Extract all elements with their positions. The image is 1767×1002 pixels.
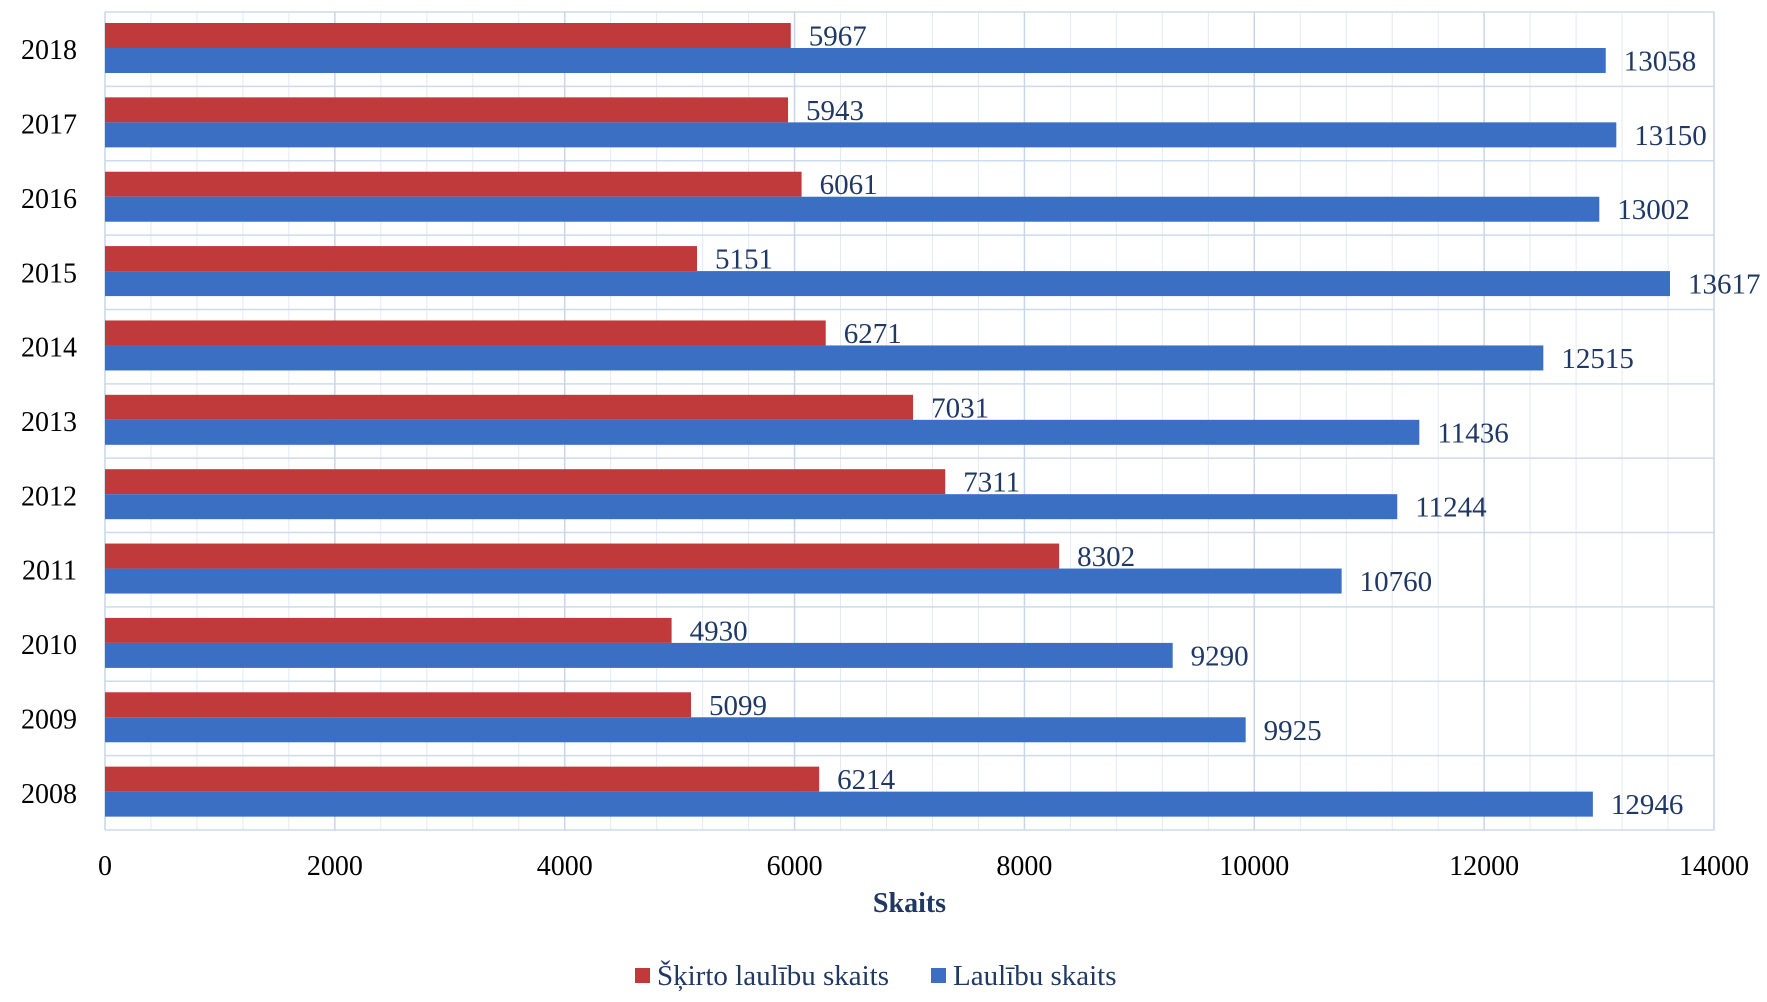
legend-swatch: [635, 968, 650, 983]
y-axis-labels: 2018 2017 2016 2015 2014 2013 2012 2011 2010 2009…: [21, 35, 77, 810]
bar: [105, 345, 1544, 371]
data-label: 8302: [1077, 541, 1135, 573]
bar: [105, 617, 672, 643]
bar: [105, 419, 1420, 445]
data-labels: 5967 13058 5943 13150 6061 13002 5151 13617 6271…: [690, 21, 1761, 822]
bar: [105, 246, 697, 272]
bar: [105, 394, 914, 420]
data-label: 7311: [963, 467, 1020, 499]
bar: [105, 568, 1342, 594]
data-label: 11436: [1437, 417, 1508, 449]
bars: [105, 23, 1670, 817]
data-label: 5151: [715, 244, 773, 276]
bar: [105, 494, 1398, 520]
data-label: 13058: [1624, 46, 1697, 78]
bar: [105, 469, 946, 495]
bar: [105, 171, 802, 197]
bar: [105, 122, 1617, 148]
legend-label: Šķirto laulību skaits: [657, 959, 889, 992]
data-label: 6271: [844, 318, 902, 350]
data-label: 10760: [1360, 566, 1433, 598]
data-label: 12946: [1611, 789, 1684, 821]
y-tick-label: 2011: [22, 556, 77, 587]
bar: [105, 48, 1606, 73]
legend: Šķirto laulību skaits Laulību skaits: [635, 959, 1117, 992]
data-label: 11244: [1415, 492, 1487, 524]
y-tick-label: 2014: [21, 333, 77, 364]
data-label: 9290: [1191, 640, 1249, 672]
y-tick-label: 2013: [21, 407, 77, 438]
x-tick-label: 6000: [767, 851, 823, 882]
data-label: 12515: [1561, 343, 1634, 375]
x-axis-title: Skaits: [873, 888, 946, 919]
data-label: 4930: [690, 615, 748, 647]
bar: [105, 23, 791, 48]
y-tick-label: 2015: [21, 258, 77, 289]
x-axis-tick-labels: 0 2000 4000 6000 8000 10000 12000 14000: [98, 851, 1749, 882]
data-label: 9925: [1264, 715, 1322, 747]
data-label: 6214: [837, 764, 896, 796]
y-tick-label: 2008: [21, 779, 77, 810]
x-tick-label: 2000: [307, 851, 363, 882]
bar: [105, 692, 692, 718]
x-tick-label: 0: [98, 851, 112, 882]
x-tick-label: 14000: [1679, 851, 1749, 882]
legend-label: Laulību skaits: [953, 960, 1117, 992]
x-tick-label: 8000: [996, 851, 1052, 882]
data-label: 13150: [1634, 120, 1707, 152]
legend-swatch: [931, 968, 946, 983]
bar: [105, 791, 1593, 817]
y-tick-label: 2012: [21, 481, 77, 512]
data-label: 13617: [1688, 269, 1761, 301]
data-label: 5967: [809, 21, 867, 53]
data-label: 6061: [820, 169, 878, 201]
bar: [105, 642, 1173, 668]
bar: [105, 271, 1670, 297]
data-label: 5099: [709, 690, 767, 722]
y-tick-label: 2018: [21, 35, 77, 66]
x-tick-label: 12000: [1449, 851, 1519, 882]
bar: [105, 320, 826, 346]
bar: [105, 543, 1060, 569]
x-tick-label: 4000: [537, 851, 593, 882]
bar: [105, 717, 1246, 743]
y-tick-label: 2016: [21, 184, 77, 215]
data-label: 13002: [1617, 194, 1690, 226]
y-tick-label: 2009: [21, 704, 77, 735]
data-label: 5943: [806, 95, 864, 127]
y-tick-label: 2010: [21, 630, 77, 661]
data-label: 7031: [931, 392, 989, 424]
x-tick-label: 10000: [1219, 851, 1289, 882]
bar: [105, 97, 789, 123]
bar: [105, 766, 820, 792]
bar: [105, 196, 1600, 222]
y-tick-label: 2017: [21, 110, 77, 141]
